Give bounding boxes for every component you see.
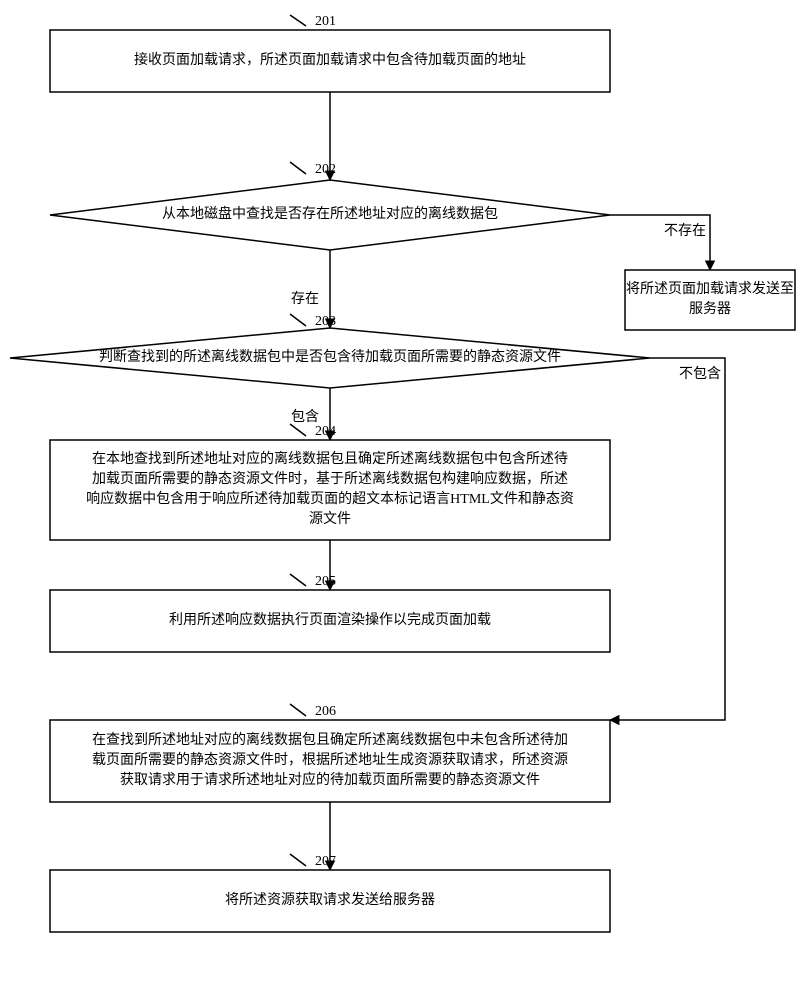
node-text: 服务器 <box>689 301 731 317</box>
number-tick <box>290 704 306 716</box>
node-text: 加载页面所需要的静态资源文件时，基于所述离线数据包构建响应数据，所述 <box>92 470 568 487</box>
edge <box>610 358 725 720</box>
number-tick <box>290 854 306 866</box>
step-number: 203 <box>315 314 336 329</box>
node-text: 接收页面加载请求，所述页面加载请求中包含待加载页面的地址 <box>134 51 526 68</box>
number-tick <box>290 424 306 436</box>
number-tick <box>290 15 306 26</box>
node-text: 将所述资源获取请求发送给服务器 <box>225 892 435 908</box>
step-number: 205 <box>315 574 336 589</box>
node-text: 判断查找到的所述离线数据包中是否包含待加载页面所需要的静态资源文件 <box>99 348 561 365</box>
edge-label: 不存在 <box>664 223 706 239</box>
edge-label: 包含 <box>291 409 319 425</box>
step-number: 201 <box>315 14 336 29</box>
edge-label: 存在 <box>291 291 319 307</box>
number-tick <box>290 162 306 174</box>
edge-label: 不包含 <box>679 366 721 382</box>
node-text: 在本地查找到所述地址对应的离线数据包且确定所述离线数据包中包含所述待 <box>92 450 568 467</box>
node-text: 源文件 <box>309 511 351 527</box>
node-nServer <box>625 270 795 330</box>
node-text: 在查找到所述地址对应的离线数据包且确定所述离线数据包中未包含所述待加 <box>92 731 568 748</box>
node-text: 载页面所需要的静态资源文件时，根据所述地址生成资源获取请求，所述资源 <box>92 752 568 768</box>
number-tick <box>290 574 306 586</box>
node-text: 利用所述响应数据执行页面渲染操作以完成页面加载 <box>169 611 491 628</box>
step-number: 206 <box>315 704 336 719</box>
step-number: 204 <box>315 424 336 439</box>
number-tick <box>290 314 306 326</box>
step-number: 202 <box>315 162 336 177</box>
node-text: 将所述页面加载请求发送至 <box>626 281 794 297</box>
node-text: 获取请求用于请求所述地址对应的待加载页面所需要的静态资源文件 <box>120 771 540 788</box>
node-text: 从本地磁盘中查找是否存在所述地址对应的离线数据包 <box>162 205 498 222</box>
step-number: 207 <box>315 854 336 869</box>
node-text: 响应数据中包含用于响应所述待加载页面的超文本标记语言HTML文件和静态资 <box>86 490 574 507</box>
